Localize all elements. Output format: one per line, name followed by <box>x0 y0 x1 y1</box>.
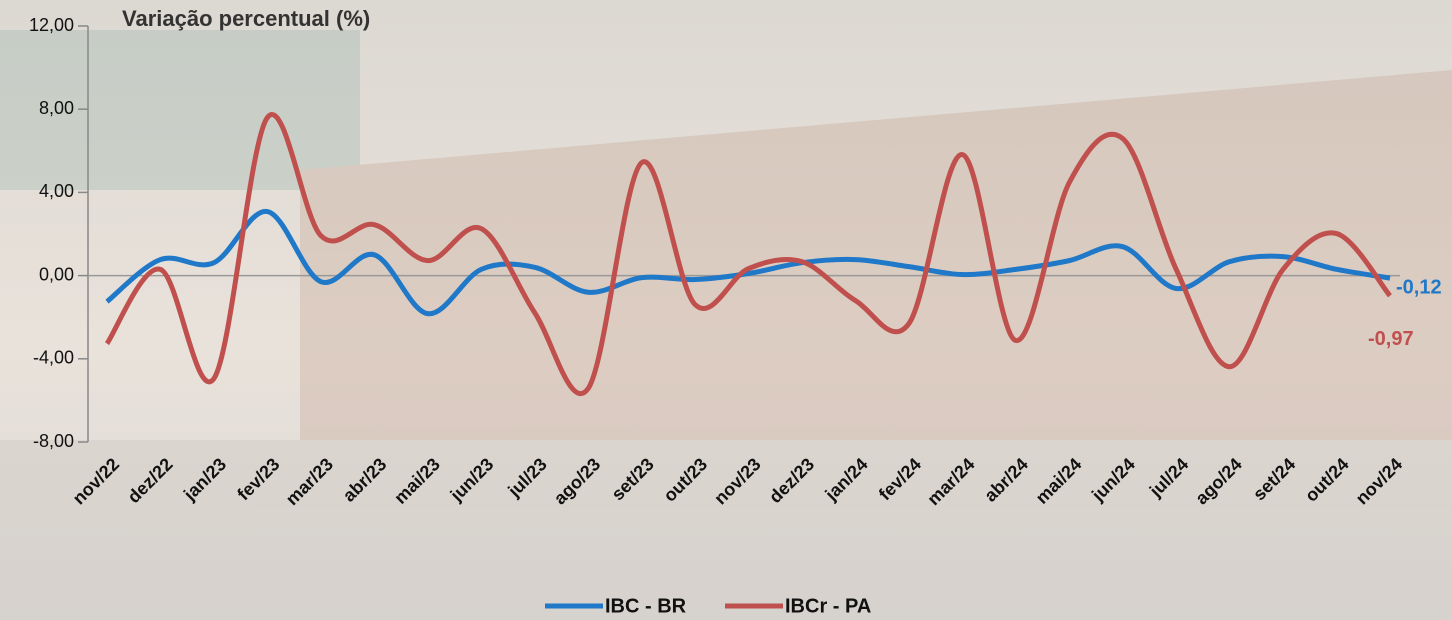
legend: IBC - BR IBCr - PA <box>545 595 871 617</box>
data-line <box>105 209 1391 317</box>
y-tick-label: 0,00 <box>39 264 74 284</box>
data-label: -0,97 <box>1368 328 1414 350</box>
y-tick-label: -4,00 <box>33 348 74 368</box>
y-tick-label: -8,00 <box>33 431 74 451</box>
y-tick-label: 4,00 <box>39 181 74 201</box>
y-tick-label: 12,00 <box>29 15 74 35</box>
data-line <box>104 112 1392 396</box>
legend-label: IBC - BR <box>605 595 687 617</box>
chart-title: Variação percentual (%) <box>122 6 370 31</box>
y-tick-label: 8,00 <box>39 98 74 118</box>
data-label: -0,12 <box>1396 276 1442 298</box>
legend-label: IBCr - PA <box>785 595 871 617</box>
background-photo <box>0 30 1452 620</box>
